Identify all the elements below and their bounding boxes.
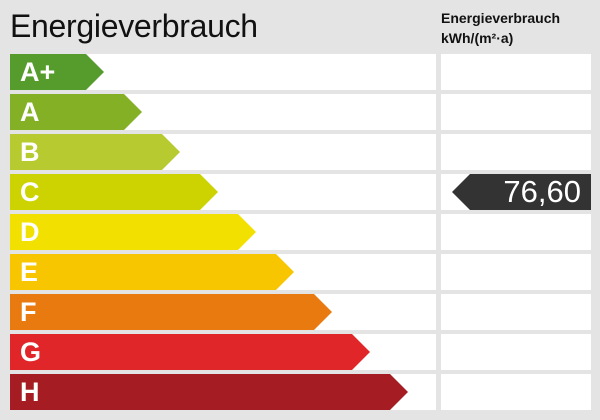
class-arrow-d: D — [10, 214, 256, 250]
class-arrow-aplus: A+ — [10, 54, 104, 90]
class-label: G — [20, 337, 42, 367]
column-header-line1: Energieverbrauch — [441, 10, 561, 26]
column-header: Energieverbrauch kWh/(m²·a) — [441, 8, 560, 48]
class-label: F — [20, 297, 37, 327]
class-label: C — [20, 177, 40, 207]
value-cell — [441, 374, 591, 410]
value-cell — [441, 134, 591, 170]
column-header-unit: kWh/(m²·a) — [441, 30, 514, 46]
class-label: A — [20, 97, 40, 127]
class-arrow-h: H — [10, 374, 408, 410]
class-label: A+ — [20, 57, 56, 87]
class-label: B — [20, 137, 40, 167]
consumption-indicator: 76,60 — [452, 174, 591, 210]
value-cell — [441, 294, 591, 330]
value-cell — [441, 214, 591, 250]
title: Energieverbrauch — [10, 8, 258, 44]
consumption-value: 76,60 — [503, 174, 581, 209]
class-label: E — [20, 257, 39, 287]
class-arrow-e: E — [10, 254, 294, 290]
value-cell — [441, 334, 591, 370]
value-cell — [441, 54, 591, 90]
value-cell — [441, 254, 591, 290]
class-arrow-a: A — [10, 94, 142, 130]
class-arrow-b: B — [10, 134, 180, 170]
class-arrow-c: C — [10, 174, 218, 210]
class-label: H — [20, 377, 40, 407]
class-label: D — [20, 217, 40, 247]
class-arrow-f: F — [10, 294, 332, 330]
class-arrow-g: G — [10, 334, 370, 370]
value-cell — [441, 94, 591, 130]
